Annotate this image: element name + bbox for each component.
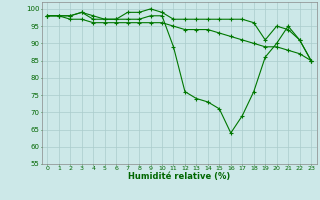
X-axis label: Humidité relative (%): Humidité relative (%) bbox=[128, 172, 230, 181]
